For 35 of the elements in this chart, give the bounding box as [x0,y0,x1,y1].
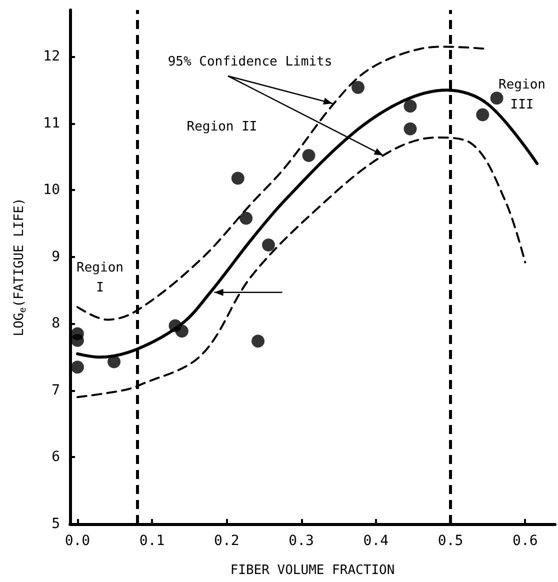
point [302,149,316,162]
point [404,122,417,136]
annotation: Region I [76,260,124,296]
y-tick-label: 6 [52,449,60,466]
point [262,238,275,252]
point [70,360,84,374]
x-tick-label: 0.0 [64,533,90,549]
y-tick-label: 5 [52,516,60,532]
x-tick-label: 0.6 [512,533,538,549]
point [352,80,365,94]
point [70,334,84,347]
point [108,355,121,368]
point [490,92,504,105]
y-tick-label: 7 [52,382,60,398]
point [240,212,253,225]
x-axis-title: FIBER VOLUME FRACTION [230,563,395,578]
y-tick-label: 8 [52,316,60,332]
y-tick-label: 9 [52,248,60,265]
annotation: 95% Confidence Limits [168,54,332,70]
x-tick-label: 0.2 [214,533,240,549]
point [231,172,244,185]
x-tick-label: 0.5 [438,533,464,549]
point [404,100,417,113]
x-tick-label: 0.4 [363,533,389,549]
point [175,324,188,338]
y-tick-label: 12 [43,48,60,65]
point [476,108,490,122]
y-tick-label: 10 [43,182,60,198]
x-tick-label: 0.3 [288,533,314,549]
annotation: Region III [498,78,546,112]
y-axis-title: LOGe(FATIGUE LIFE) [12,198,28,336]
y-tick-label: 11 [43,115,60,132]
point [252,334,265,348]
x-tick-label: 0.1 [139,533,165,549]
annotation: Region II [186,120,258,134]
